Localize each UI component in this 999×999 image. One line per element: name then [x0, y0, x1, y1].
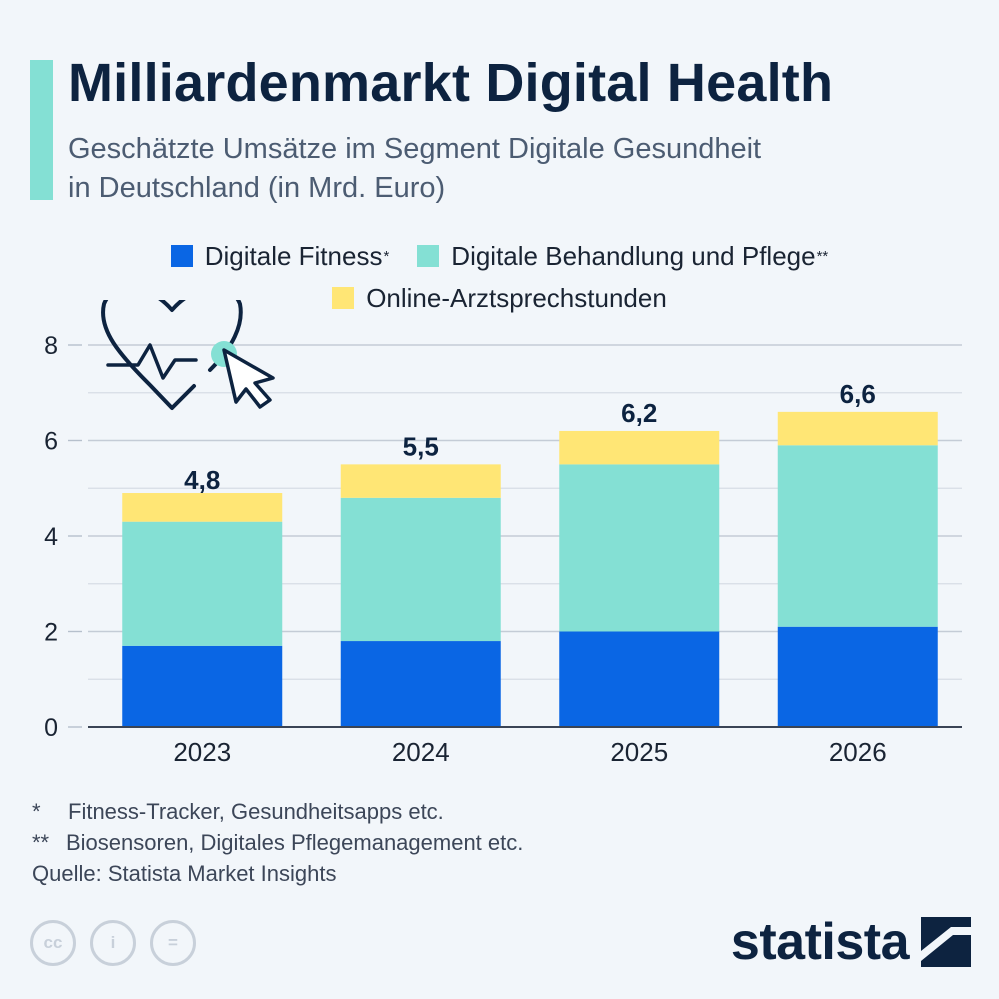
bar-segment: [777, 411, 938, 446]
heart-outline: [101, 300, 243, 410]
bar-segment: [122, 645, 283, 727]
footnote-2: ** Biosensoren, Digitales Pflegemanageme…: [32, 827, 523, 858]
license-icons: cc i =: [30, 920, 210, 966]
footnotes: * Fitness-Tracker, Gesundheitsapps etc. …: [32, 796, 523, 889]
bar-segment: [340, 464, 501, 498]
cc-icon[interactable]: cc: [30, 920, 76, 966]
y-tick-label: 6: [44, 428, 58, 456]
footnote-1-mark: *: [32, 799, 41, 824]
x-tick-label: 2025: [610, 737, 668, 767]
legend-swatch-online: [332, 287, 355, 309]
legend-item-online: Online-Arztsprechstunden: [332, 283, 667, 314]
y-tick-label: 4: [44, 523, 58, 551]
attribution-icon[interactable]: i: [90, 920, 136, 966]
legend-item-fitness: Digitale Fitness *: [170, 240, 390, 272]
bar-segment: [559, 464, 720, 632]
legend-note-fitness: *: [383, 247, 390, 265]
total-label: 6,6: [840, 379, 876, 409]
legend-row-1: Digitale Fitness * Digitale Behandlung un…: [0, 235, 999, 277]
total-label: 6,2: [621, 398, 657, 428]
footnote-2-mark: **: [32, 830, 50, 855]
source-text: Quelle: Statista Market Insights: [32, 861, 337, 886]
y-tick-label: 2: [44, 619, 58, 647]
footnote-2-text: Biosensoren, Digitales Pflegemanagement …: [66, 830, 524, 855]
legend-item-behandlung: Digitale Behandlung und Pflege **: [417, 241, 828, 272]
bar-segment: [340, 641, 501, 727]
y-tick-label: 8: [44, 332, 58, 360]
legend-label-online: Online-Arztsprechstunden: [366, 282, 667, 313]
bar-segment: [122, 493, 283, 522]
heart-pulse-cursor-icon: [101, 300, 275, 410]
bars-layer: 4,8 2023 5,5 2024 6,2 2025 6,6 2026: [88, 379, 962, 767]
footnote-1-text: Fitness-Tracker, Gesundheitsapps etc.: [68, 799, 444, 824]
accent-bar: [30, 60, 53, 200]
total-label: 5,5: [403, 431, 439, 461]
legend-note-behandlung: **: [816, 247, 829, 265]
subtitle-line-2: in Deutschland (in Mrd. Euro): [68, 172, 446, 204]
legend-row-2: Online-Arztsprechstunden: [0, 277, 999, 319]
legend-swatch-behandlung: [417, 245, 440, 267]
bar-segment: [559, 631, 720, 727]
stacked-bar-chart: 0 2 4 6 8 4,8 2023 5,5 2024 6,2 2025 6,6 2026: [44, 300, 962, 767]
x-tick-label: 2023: [173, 737, 231, 767]
pulse-line: [106, 343, 198, 380]
brand-name: statista: [730, 913, 910, 971]
footnote-1: * Fitness-Tracker, Gesundheitsapps etc.: [32, 796, 523, 827]
y-tick-label: 0: [44, 714, 58, 742]
no-derivatives-icon[interactable]: =: [150, 920, 196, 966]
x-tick-label: 2024: [392, 737, 450, 767]
brand[interactable]: statista: [731, 912, 971, 972]
statista-logo-icon: [921, 917, 971, 967]
x-tick-label: 2026: [829, 737, 887, 767]
subtitle: Geschätzte Umsätze im Segment Digitale G…: [68, 130, 948, 208]
legend-label-behandlung: Digitale Behandlung und Pflege: [451, 240, 816, 271]
total-label: 4,8: [184, 465, 220, 495]
bar-segment: [122, 521, 283, 646]
legend: Digitale Fitness * Digitale Behandlung un…: [0, 235, 999, 319]
page-title: Milliardenmarkt Digital Health: [68, 53, 834, 113]
legend-label-fitness: Digitale Fitness: [204, 240, 383, 271]
bar-segment: [777, 445, 938, 627]
subtitle-line-1: Geschätzte Umsätze im Segment Digitale G…: [68, 133, 762, 165]
bar-segment: [559, 430, 720, 465]
bar-segment: [777, 626, 938, 727]
bar-segment: [340, 497, 501, 642]
cursor-arrow: [222, 348, 275, 409]
legend-swatch-fitness: [170, 245, 193, 267]
